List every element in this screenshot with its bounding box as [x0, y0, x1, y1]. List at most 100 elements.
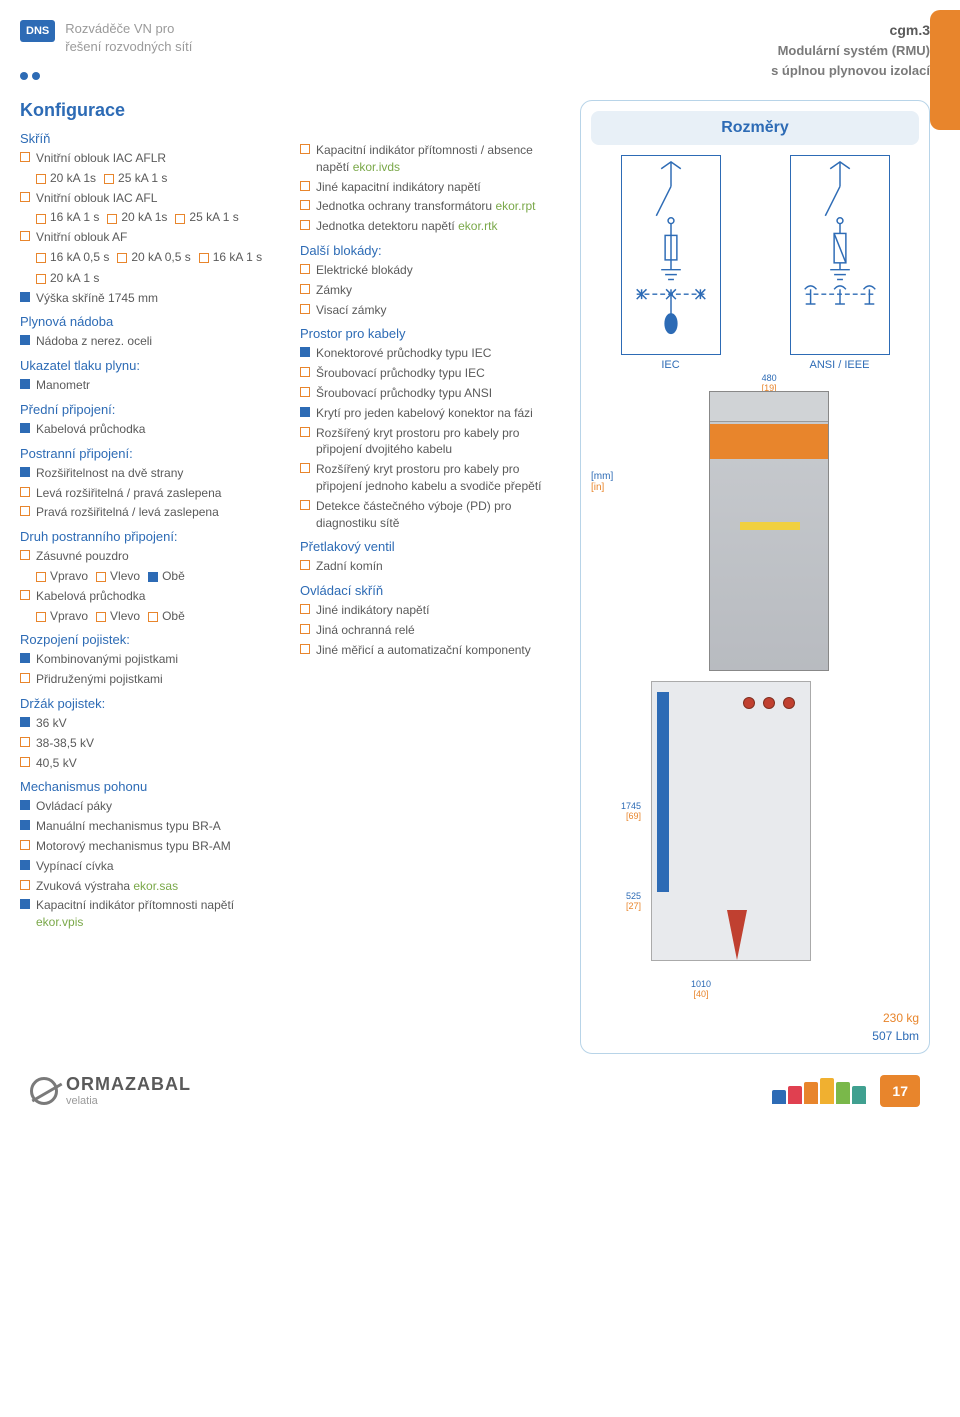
list-item: Pravá rozšiřitelná / levá zaslepena [20, 504, 280, 521]
list-item: Konektorové průchodky typu IEC [300, 345, 560, 362]
list-item: Kabelová průchodka [20, 588, 280, 605]
header-product: cgm.3 Modulární systém (RMU) s úplnou pl… [771, 20, 930, 80]
list-item: Vypínací cívka [20, 858, 280, 875]
list-item: Manuální mechanismus typu BR-A [20, 818, 280, 835]
dim-inset: 525[27] [601, 891, 641, 911]
list-item: Elektrické blokády [300, 262, 560, 279]
checkbox-icon [36, 174, 46, 184]
checkbox-icon [20, 737, 30, 747]
checkbox-icon [20, 590, 30, 600]
checkbox-icon [20, 335, 30, 345]
checkbox-icon [107, 214, 117, 224]
dns-badge: DNS [20, 20, 55, 42]
checkbox-icon [117, 253, 127, 263]
section-label: Ovládací skříň [300, 583, 560, 598]
list-item: Zásuvné pouzdro [20, 548, 280, 565]
list-item-sub: VpravoVlevoObě [36, 568, 280, 585]
list-item: Detekce částečného výboje (PD) pro diagn… [300, 498, 560, 532]
checkbox-icon [199, 253, 209, 263]
list-item: Vnitřní oblouk IAC AFL [20, 190, 280, 207]
checkbox-icon [20, 192, 30, 202]
dim-width: 480[19] [762, 373, 777, 393]
column-left: Konfigurace SkříňVnitřní oblouk IAC AFLR… [20, 100, 280, 1054]
list-item: Jednotka ochrany transformátoru ekor.rpt [300, 198, 560, 215]
list-item: Vnitřní oblouk IAC AFLR [20, 150, 280, 167]
checkbox-icon [300, 500, 310, 510]
list-item: Motorový mechanismus typu BR-AM [20, 838, 280, 855]
section-label: Mechanismus pohonu [20, 779, 280, 794]
list-item: Jiná ochranná relé [300, 622, 560, 639]
list-item: Jiné měřicí a automatizační komponenty [300, 642, 560, 659]
list-item: 40,5 kV [20, 755, 280, 772]
checkbox-icon [96, 612, 106, 622]
section-label: Přetlakový ventil [300, 539, 560, 554]
checkbox-icon [20, 379, 30, 389]
checkbox-icon [20, 717, 30, 727]
brand-logo: ORMAZABAL velatia [30, 1074, 191, 1107]
checkbox-icon [104, 174, 114, 184]
list-item: 36 kV [20, 715, 280, 732]
list-item: Kabelová průchodka [20, 421, 280, 438]
checkbox-icon [175, 214, 185, 224]
list-item: Vnitřní oblouk AF [20, 229, 280, 246]
list-item: Šroubovací průchodky typu IEC [300, 365, 560, 382]
header: DNS Rozváděče VN pro řešení rozvodných s… [20, 20, 930, 80]
list-item: Rozšiřitelnost na dvě strany [20, 465, 280, 482]
cabinet-profile: 1745[69] 525[27] 1010[40] [591, 681, 919, 991]
checkbox-icon [300, 284, 310, 294]
checkbox-icon [300, 367, 310, 377]
list-item: Výška skříně 1745 mm [20, 290, 280, 307]
checkbox-icon [20, 653, 30, 663]
checkbox-icon [36, 253, 46, 263]
list-item: Nádoba z nerez. oceli [20, 333, 280, 350]
checkbox-icon [300, 200, 310, 210]
checkbox-icon [300, 387, 310, 397]
list-item-sub: 16 kA 1 s20 kA 1s25 kA 1 s [36, 209, 280, 226]
list-item: Levá rozšiřitelná / pravá zaslepena [20, 485, 280, 502]
checkbox-icon [300, 604, 310, 614]
checkbox-icon [20, 860, 30, 870]
section-label: Ukazatel tlaku plynu: [20, 358, 280, 373]
checkbox-icon [300, 427, 310, 437]
checkbox-icon [20, 899, 30, 909]
checkbox-icon [300, 624, 310, 634]
list-item: Zadní komín [300, 558, 560, 575]
list-item: Přidruženými pojistkami [20, 671, 280, 688]
list-item: Jednotka detektoru napětí ekor.rtk [300, 218, 560, 235]
footer: ORMAZABAL velatia 17 [20, 1074, 930, 1107]
section-label: Prostor pro kabely [300, 326, 560, 341]
checkbox-icon [300, 144, 310, 154]
section-label: Držák pojistek: [20, 696, 280, 711]
checkbox-icon [20, 423, 30, 433]
checkbox-icon [300, 463, 310, 473]
checkbox-icon [20, 673, 30, 683]
checkbox-icon [20, 550, 30, 560]
list-item: 38-38,5 kV [20, 735, 280, 752]
list-item: Rozšířený kryt prostoru pro kabely pro p… [300, 461, 560, 495]
section-label: Rozpojení pojistek: [20, 632, 280, 647]
dots-icon [20, 72, 55, 80]
list-item: Zámky [300, 282, 560, 299]
color-bars-icon [772, 1078, 866, 1104]
checkbox-icon [20, 800, 30, 810]
page: DNS Rozváděče VN pro řešení rozvodných s… [0, 0, 960, 1127]
diagram-iec: IEC [621, 155, 721, 371]
checkbox-icon [20, 231, 30, 241]
checkbox-icon [20, 487, 30, 497]
list-item: Visací zámky [300, 302, 560, 319]
checkbox-icon [300, 304, 310, 314]
list-item: Ovládací páky [20, 798, 280, 815]
list-item-sub: 16 kA 0,5 s20 kA 0,5 s16 kA 1 s20 kA 1 s [36, 249, 280, 287]
section-label: Skříň [20, 131, 280, 146]
checkbox-icon [20, 152, 30, 162]
checkbox-icon [300, 264, 310, 274]
checkbox-icon [36, 274, 46, 284]
unit-legend: [mm] [in] [591, 471, 613, 493]
checkbox-icon [148, 612, 158, 622]
section-label: Postranní připojení: [20, 446, 280, 461]
checkbox-icon [20, 292, 30, 302]
checkbox-icon [20, 467, 30, 477]
section-label: Druh postranního připojení: [20, 529, 280, 544]
logo-icon [30, 1077, 58, 1105]
list-item-sub: VpravoVlevoObě [36, 608, 280, 625]
